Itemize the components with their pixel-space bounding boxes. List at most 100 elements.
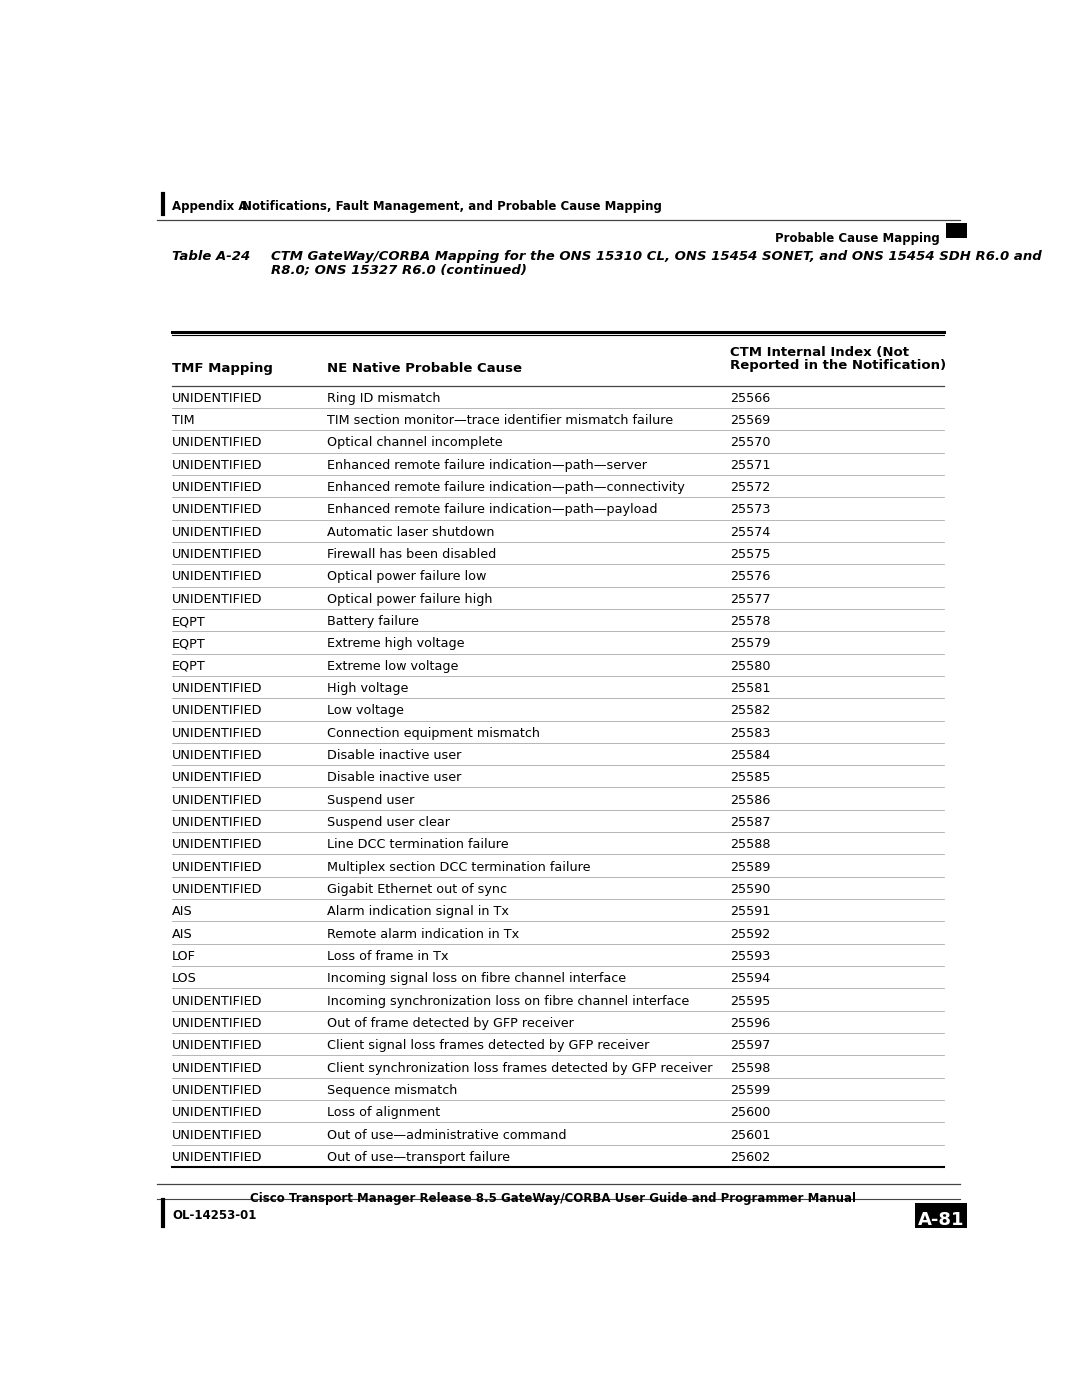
Text: Appendix A: Appendix A [172,200,247,212]
Text: Disable inactive user: Disable inactive user [327,771,461,784]
Text: 25584: 25584 [730,749,770,761]
Text: Gigabit Ethernet out of sync: Gigabit Ethernet out of sync [327,883,508,895]
Text: UNIDENTIFIED: UNIDENTIFIED [172,816,262,828]
Text: 25566: 25566 [730,391,770,405]
Text: Out of frame detected by GFP receiver: Out of frame detected by GFP receiver [327,1017,575,1030]
Text: 25600: 25600 [730,1106,770,1119]
Text: High voltage: High voltage [327,682,408,694]
Text: UNIDENTIFIED: UNIDENTIFIED [172,995,262,1007]
Text: TMF Mapping: TMF Mapping [172,362,273,376]
Text: 25583: 25583 [730,726,771,739]
Text: EQPT: EQPT [172,637,206,651]
Text: 25576: 25576 [730,570,770,584]
Text: UNIDENTIFIED: UNIDENTIFIED [172,570,262,584]
Text: Multiplex section DCC termination failure: Multiplex section DCC termination failur… [327,861,591,873]
Text: Loss of alignment: Loss of alignment [327,1106,441,1119]
Text: Out of use—administrative command: Out of use—administrative command [327,1129,567,1141]
Text: 25590: 25590 [730,883,770,895]
Text: UNIDENTIFIED: UNIDENTIFIED [172,1084,262,1097]
Text: Alarm indication signal in Tx: Alarm indication signal in Tx [327,905,509,918]
Text: UNIDENTIFIED: UNIDENTIFIED [172,1106,262,1119]
Text: 25575: 25575 [730,548,771,562]
Text: OL-14253-01: OL-14253-01 [172,1210,257,1222]
Text: Enhanced remote failure indication—path—payload: Enhanced remote failure indication—path—… [327,503,658,517]
Text: Incoming synchronization loss on fibre channel interface: Incoming synchronization loss on fibre c… [327,995,689,1007]
Text: UNIDENTIFIED: UNIDENTIFIED [172,726,262,739]
Text: UNIDENTIFIED: UNIDENTIFIED [172,704,262,717]
Text: UNIDENTIFIED: UNIDENTIFIED [172,1039,262,1052]
Text: UNIDENTIFIED: UNIDENTIFIED [172,503,262,517]
Text: 25578: 25578 [730,615,771,629]
Text: Optical power failure low: Optical power failure low [327,570,487,584]
Text: 25570: 25570 [730,436,771,450]
Text: 25587: 25587 [730,816,771,828]
Text: Connection equipment mismatch: Connection equipment mismatch [327,726,540,739]
Text: Line DCC termination failure: Line DCC termination failure [327,838,509,851]
Text: UNIDENTIFIED: UNIDENTIFIED [172,883,262,895]
Text: Cisco Transport Manager Release 8.5 GateWay/CORBA User Guide and Programmer Manu: Cisco Transport Manager Release 8.5 Gate… [251,1192,856,1204]
Text: EQPT: EQPT [172,659,206,673]
Text: 25596: 25596 [730,1017,770,1030]
Text: UNIDENTIFIED: UNIDENTIFIED [172,458,262,472]
Text: 25577: 25577 [730,592,771,606]
Text: CTM GateWay/CORBA Mapping for the ONS 15310 CL, ONS 15454 SONET, and ONS 15454 S: CTM GateWay/CORBA Mapping for the ONS 15… [271,250,1042,263]
Text: UNIDENTIFIED: UNIDENTIFIED [172,1062,262,1074]
Text: 25597: 25597 [730,1039,770,1052]
Text: Loss of frame in Tx: Loss of frame in Tx [327,950,448,963]
Text: TIM: TIM [172,414,194,427]
Text: UNIDENTIFIED: UNIDENTIFIED [172,1151,262,1164]
Text: Remote alarm indication in Tx: Remote alarm indication in Tx [327,928,519,940]
Text: Extreme high voltage: Extreme high voltage [327,637,464,651]
Text: 25571: 25571 [730,458,771,472]
Text: Client signal loss frames detected by GFP receiver: Client signal loss frames detected by GF… [327,1039,649,1052]
Text: 25580: 25580 [730,659,771,673]
Text: Enhanced remote failure indication—path—server: Enhanced remote failure indication—path—… [327,458,647,472]
Text: 25595: 25595 [730,995,770,1007]
Text: UNIDENTIFIED: UNIDENTIFIED [172,793,262,806]
Text: UNIDENTIFIED: UNIDENTIFIED [172,548,262,562]
Text: Automatic laser shutdown: Automatic laser shutdown [327,525,495,539]
Text: 25599: 25599 [730,1084,770,1097]
Text: TIM section monitor—trace identifier mismatch failure: TIM section monitor—trace identifier mis… [327,414,673,427]
Text: LOS: LOS [172,972,197,985]
Text: 25598: 25598 [730,1062,770,1074]
Text: Enhanced remote failure indication—path—connectivity: Enhanced remote failure indication—path—… [327,481,685,495]
Text: UNIDENTIFIED: UNIDENTIFIED [172,771,262,784]
Text: UNIDENTIFIED: UNIDENTIFIED [172,682,262,694]
Text: Ring ID mismatch: Ring ID mismatch [327,391,441,405]
Text: 25586: 25586 [730,793,770,806]
Text: UNIDENTIFIED: UNIDENTIFIED [172,525,262,539]
Text: UNIDENTIFIED: UNIDENTIFIED [172,481,262,495]
Text: UNIDENTIFIED: UNIDENTIFIED [172,1017,262,1030]
Text: CTM Internal Index (Not: CTM Internal Index (Not [730,345,909,359]
Text: Firewall has been disabled: Firewall has been disabled [327,548,497,562]
Text: UNIDENTIFIED: UNIDENTIFIED [172,391,262,405]
Text: A-81: A-81 [918,1211,964,1229]
Text: Low voltage: Low voltage [327,704,404,717]
Text: 25572: 25572 [730,481,770,495]
Text: AIS: AIS [172,905,193,918]
Text: 25602: 25602 [730,1151,770,1164]
Text: LOF: LOF [172,950,197,963]
Text: Out of use—transport failure: Out of use—transport failure [327,1151,510,1164]
Text: Suspend user: Suspend user [327,793,415,806]
Text: Disable inactive user: Disable inactive user [327,749,461,761]
Text: Battery failure: Battery failure [327,615,419,629]
Text: Optical power failure high: Optical power failure high [327,592,492,606]
Text: 25569: 25569 [730,414,770,427]
Text: 25593: 25593 [730,950,770,963]
Text: R8.0; ONS 15327 R6.0 (continued): R8.0; ONS 15327 R6.0 (continued) [271,264,527,277]
Text: UNIDENTIFIED: UNIDENTIFIED [172,592,262,606]
Text: Extreme low voltage: Extreme low voltage [327,659,459,673]
Text: UNIDENTIFIED: UNIDENTIFIED [172,436,262,450]
Text: EQPT: EQPT [172,615,206,629]
Text: Suspend user clear: Suspend user clear [327,816,450,828]
Text: UNIDENTIFIED: UNIDENTIFIED [172,749,262,761]
Text: Incoming signal loss on fibre channel interface: Incoming signal loss on fibre channel in… [327,972,626,985]
Text: 25592: 25592 [730,928,770,940]
Text: 25601: 25601 [730,1129,770,1141]
Text: Probable Cause Mapping: Probable Cause Mapping [774,232,940,246]
Text: Table A-24: Table A-24 [172,250,251,263]
Text: 25579: 25579 [730,637,770,651]
Text: 25589: 25589 [730,861,770,873]
